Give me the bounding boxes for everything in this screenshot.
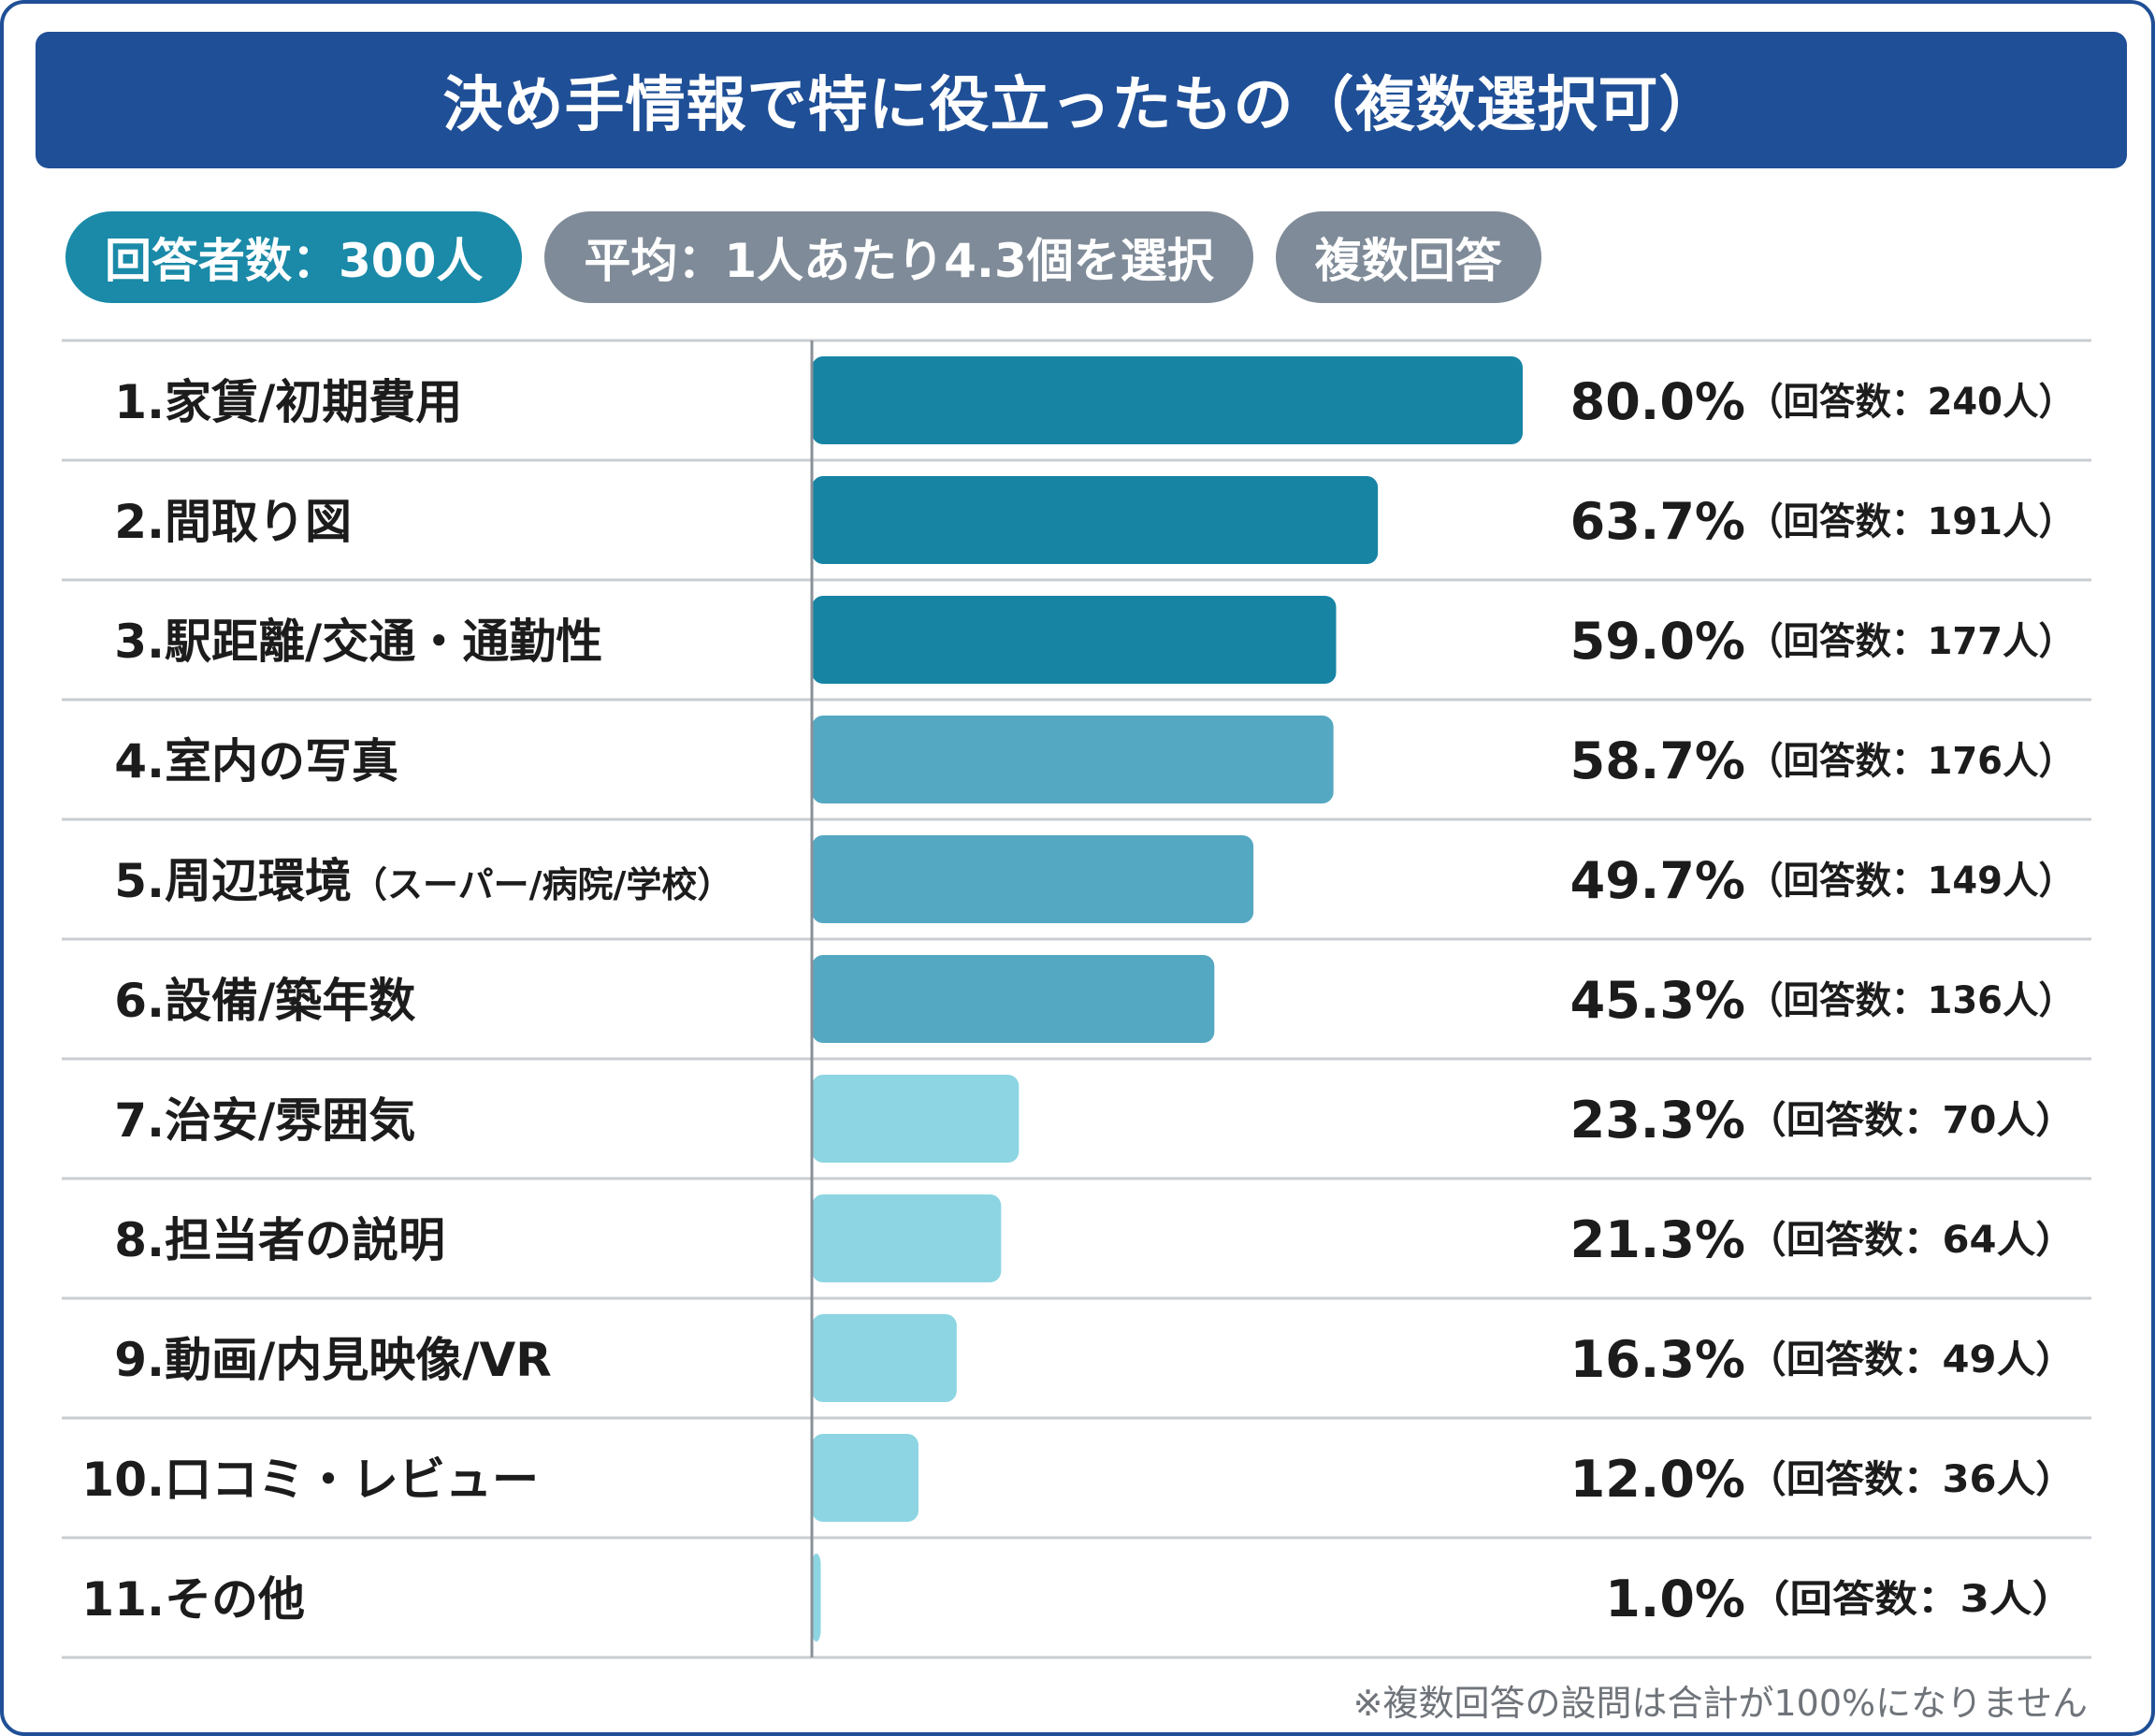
- value-label: 45.3%: [1570, 971, 1745, 1030]
- row-rank: 7.: [114, 1093, 165, 1148]
- value-label: 16.3%: [1570, 1330, 1745, 1389]
- count-label: （回答数：136人）: [1747, 979, 2075, 1022]
- bar: [812, 1075, 1020, 1163]
- value-label: 21.3%: [1570, 1210, 1745, 1269]
- value-label: 1.0%: [1605, 1570, 1745, 1628]
- chart-title: 決め手情報で特に役立ったもの（複数選択可）: [442, 71, 1720, 140]
- count-label: （回答数：64人）: [1747, 1219, 2075, 1262]
- row-label: 駅距離/交通・通勤性: [165, 615, 602, 669]
- bar: [812, 356, 1523, 444]
- value-label: 23.3%: [1570, 1091, 1745, 1150]
- count-label: （回答数：191人）: [1747, 500, 2075, 543]
- count-label: （回答数：70人）: [1747, 1099, 2075, 1142]
- bar: [812, 476, 1379, 564]
- respondents-chip: 回答者数：300人: [65, 211, 523, 303]
- count-label: （回答数：36人）: [1747, 1458, 2075, 1501]
- row-sub-label: （スーパー/病院/学校）: [352, 864, 732, 905]
- bar: [812, 596, 1337, 684]
- count-label: （回答数：49人）: [1747, 1338, 2075, 1382]
- value-label: 80.0%: [1570, 372, 1745, 431]
- bar: [812, 716, 1334, 803]
- row-rank: 6.: [114, 974, 165, 1028]
- bar: [812, 955, 1215, 1043]
- row-rank: 8.: [114, 1213, 165, 1267]
- row-rank: 11.: [81, 1572, 165, 1627]
- row-label: 口コミ・レビュー: [165, 1453, 539, 1507]
- row-label: 間取り図: [165, 495, 352, 549]
- value-label: 49.7%: [1570, 851, 1745, 910]
- bar: [812, 1554, 821, 1642]
- row-rank: 3.: [114, 615, 165, 669]
- summary-chips: 回答者数：300人 平均：1人あたり4.3個を選択 複数回答: [65, 211, 1541, 303]
- title-bar: 決め手情報で特に役立ったもの（複数選択可）: [36, 32, 2127, 168]
- row-label: 家賃/初期費用: [165, 375, 462, 429]
- count-label: （回答数：176人）: [1747, 740, 2075, 783]
- count-label: （回答数：177人）: [1747, 620, 2075, 663]
- value-label: 12.0%: [1570, 1450, 1745, 1509]
- count-label: （回答数：3人）: [1747, 1578, 2075, 1621]
- value-label: 58.7%: [1570, 731, 1745, 790]
- multi-answer-chip: 複数回答: [1275, 211, 1541, 303]
- bar: [812, 835, 1254, 923]
- bar: [812, 1194, 1002, 1282]
- value-label: 63.7%: [1570, 492, 1745, 551]
- row-label: 動画/内見映像/VR: [165, 1333, 552, 1387]
- average-chip: 平均：1人あたり4.3個を選択: [544, 211, 1253, 303]
- row-label: 設備/築年数: [165, 974, 415, 1028]
- row-rank: 1.: [114, 375, 165, 429]
- row-label: 治安/雰囲気: [165, 1093, 415, 1148]
- value-label: 59.0%: [1570, 612, 1745, 671]
- bar: [812, 1314, 957, 1402]
- bar: [812, 1434, 918, 1522]
- row-label: 周辺環境（スーパー/病院/学校）: [165, 854, 732, 908]
- row-label: 室内の写真: [165, 734, 398, 788]
- row-rank: 4.: [114, 734, 165, 788]
- row-label: その他: [165, 1572, 305, 1627]
- footnote: ※複数回答の設問は合計が100%になりません: [1352, 1683, 2088, 1724]
- row-rank: 2.: [114, 495, 165, 549]
- row-rank: 9.: [114, 1333, 165, 1387]
- count-label: （回答数：149人）: [1747, 860, 2075, 903]
- count-label: （回答数：240人）: [1747, 381, 2075, 424]
- row-rank: 10.: [81, 1453, 165, 1507]
- row-label: 担当者の説明: [165, 1213, 445, 1267]
- row-rank: 5.: [114, 854, 165, 908]
